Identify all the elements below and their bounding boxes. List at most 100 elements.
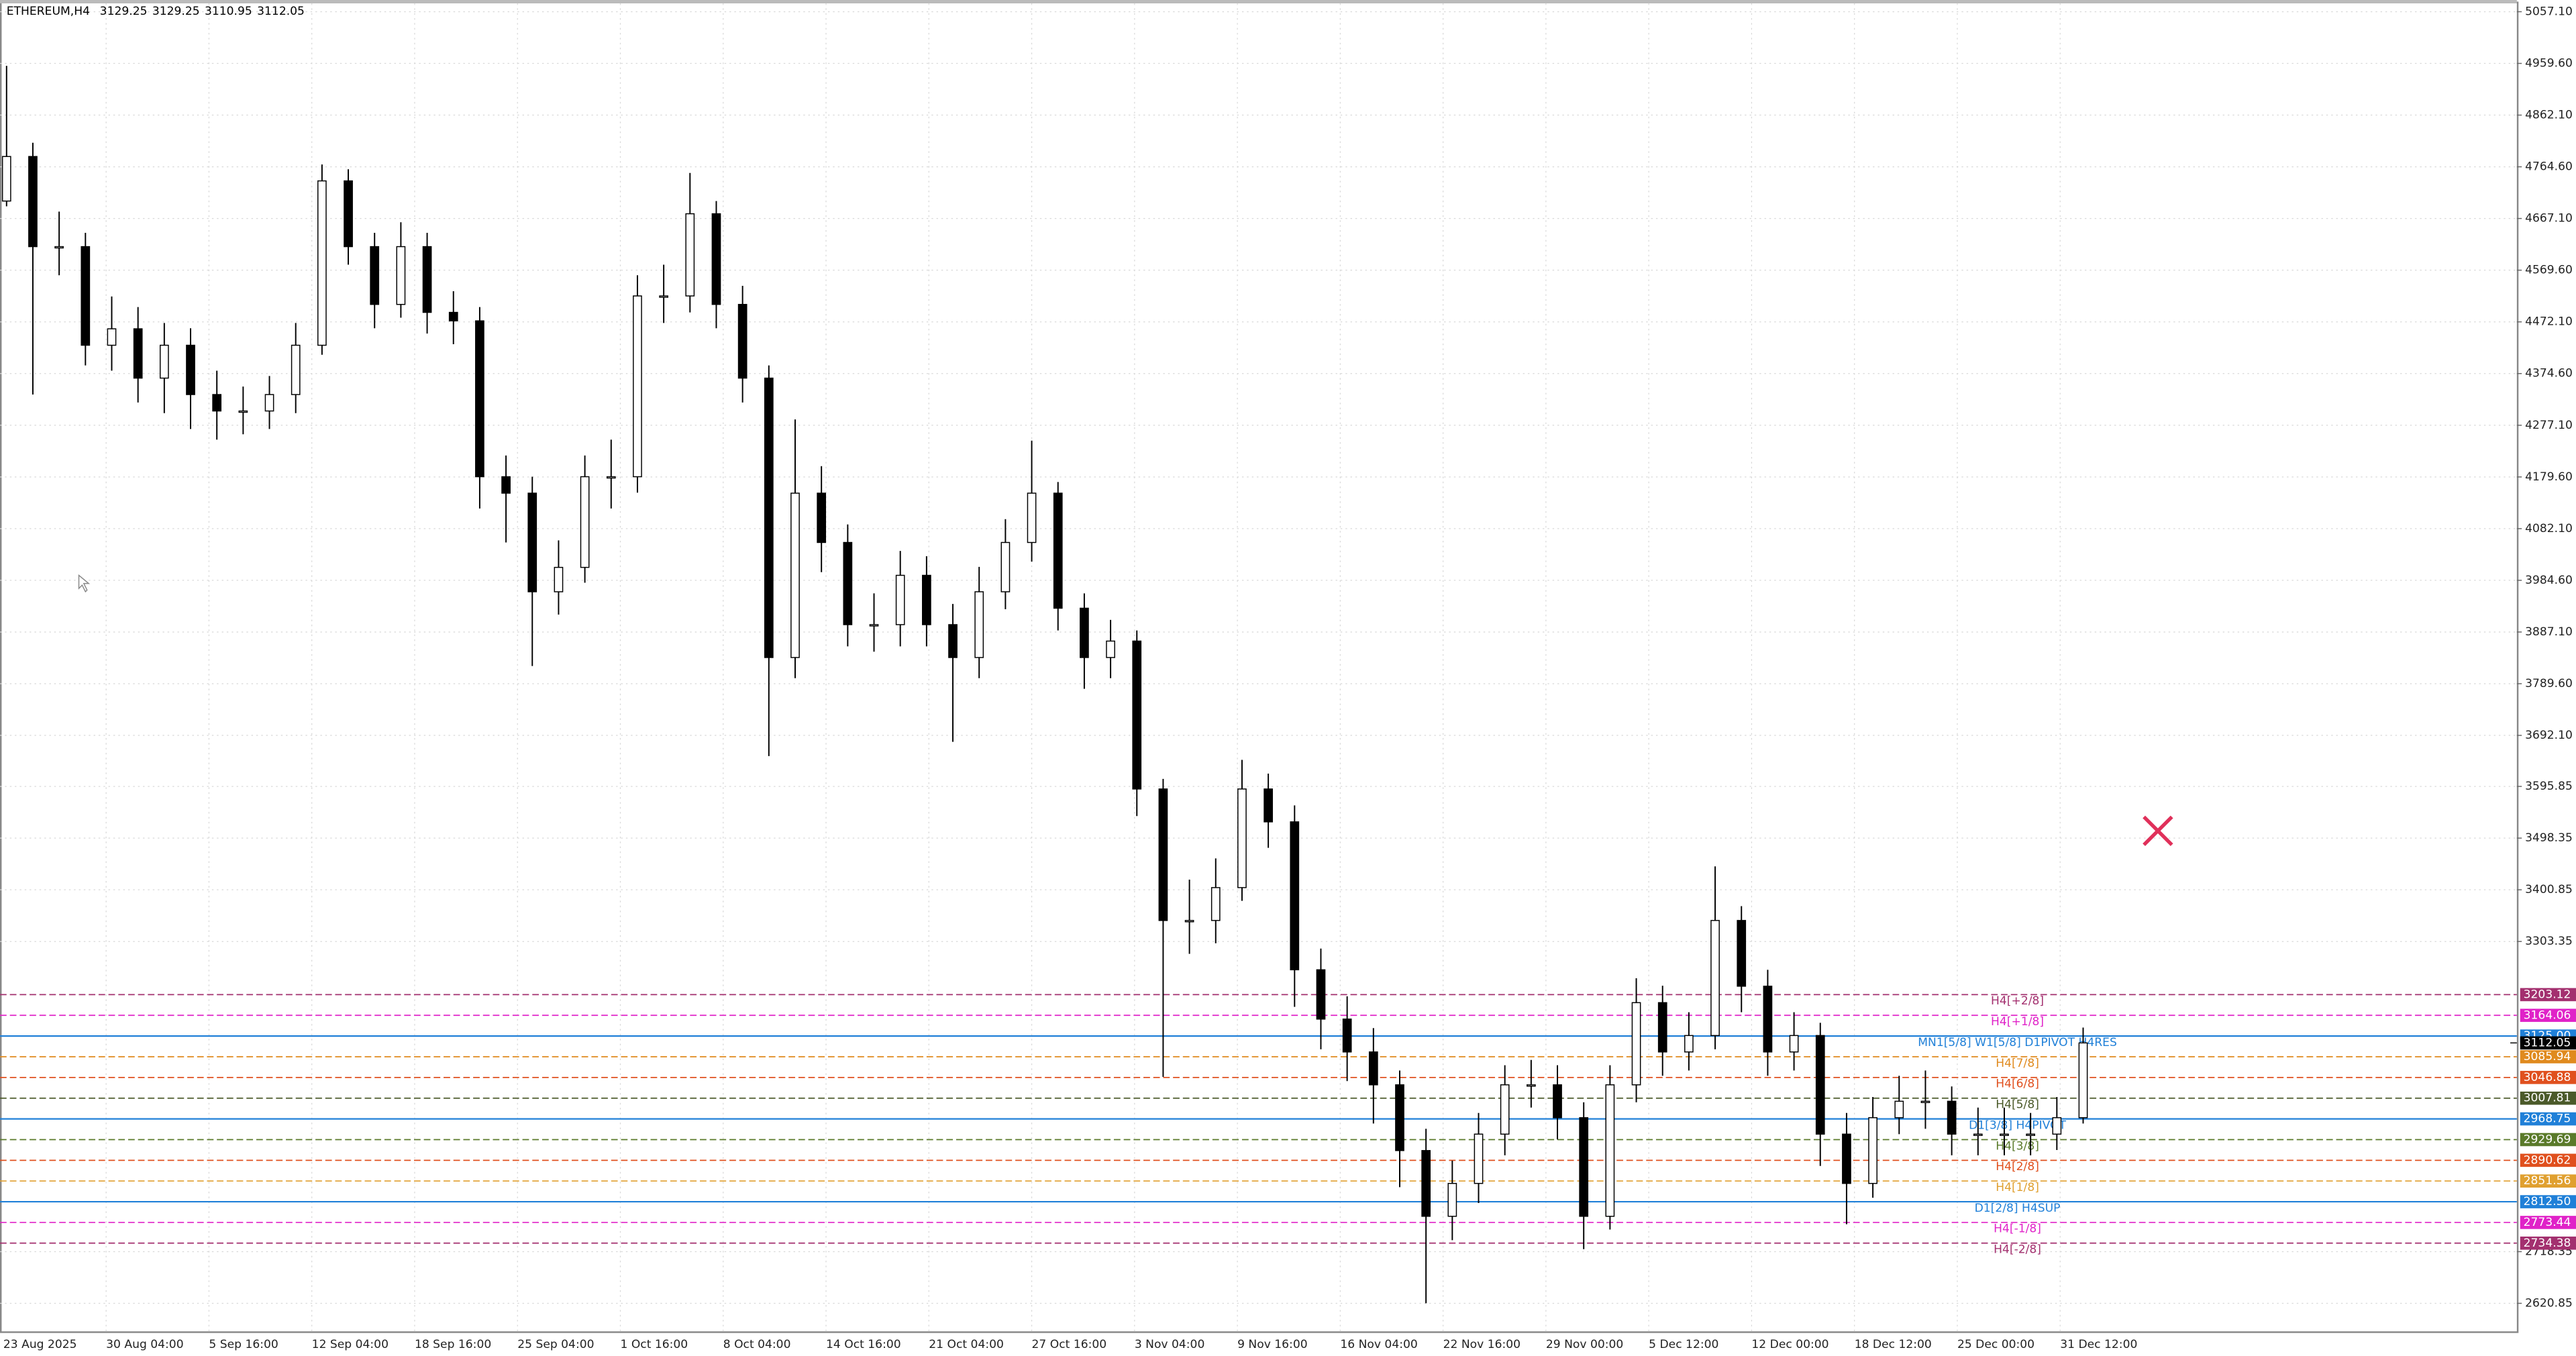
candle-body: [1737, 920, 1747, 987]
price-tag-label: 3164.06: [2524, 1008, 2571, 1022]
candle-body: [1920, 1100, 1930, 1104]
chart-header: ETHEREUM,H4 3129.25 3129.25 3110.95 3112.05: [7, 5, 305, 18]
candle-body: [1264, 788, 1273, 823]
price-tag: [2520, 1216, 2576, 1229]
candle-body: [159, 344, 169, 379]
close-icon[interactable]: [2143, 815, 2173, 847]
candle-body: [1526, 1084, 1536, 1087]
level-label: H4[+2/8]: [1991, 994, 2044, 1008]
candle-body: [737, 303, 748, 379]
price-tag-label: 2929.69: [2524, 1133, 2571, 1146]
candle-body: [396, 246, 406, 305]
y-tick-label: 2620.85: [2525, 1296, 2573, 1310]
candle-body: [1579, 1117, 1589, 1217]
candle-body: [1316, 969, 1326, 1020]
y-tick-label: 3595.85: [2525, 780, 2573, 793]
price-tag-label: 2851.56: [2524, 1174, 2571, 1188]
x-tick-label: 3 Nov 04:00: [1135, 1338, 1205, 1351]
candle-body: [1973, 1133, 1983, 1137]
y-tick-label: 3984.60: [2525, 574, 2573, 587]
level-label: D1[2/8] H4SUP: [1975, 1202, 2061, 1215]
y-tick-label: 4569.60: [2525, 264, 2573, 277]
x-tick-label: 12 Dec 00:00: [1751, 1338, 1828, 1351]
candle-body: [1, 156, 11, 202]
y-tick-label: 3789.60: [2525, 677, 2573, 690]
candle-body: [1342, 1019, 1352, 1053]
candle-body: [475, 320, 484, 478]
candle-body: [1894, 1100, 1904, 1118]
candle-body: [238, 410, 248, 413]
levels: H4[+2/8] H4[+1/8] MN1[5/8] W1[5/8] D1PIVOT…: [0, 994, 2517, 1257]
price-tag: [2520, 1071, 2576, 1084]
price-tag-label: 3007.81: [2524, 1092, 2571, 1105]
candle-body: [1368, 1051, 1378, 1086]
candle-body: [1290, 821, 1300, 971]
x-tick-label: 25 Sep 04:00: [517, 1338, 594, 1351]
candle-body: [1184, 920, 1194, 923]
candle-body: [1210, 887, 1221, 921]
candle-body: [1710, 920, 1720, 1037]
price-tag: [2520, 1174, 2576, 1188]
level-label: H4[5/8]: [1996, 1098, 2039, 1112]
candle-body: [2052, 1117, 2062, 1135]
x-tick-label: 27 Oct 16:00: [1032, 1338, 1107, 1351]
candle-body: [1657, 1002, 1667, 1053]
header-value: 3129.25: [100, 5, 148, 18]
y-tick-label: 4472.10: [2525, 315, 2573, 329]
y-tick-label: 4374.60: [2525, 367, 2573, 380]
candle-body: [2000, 1133, 2009, 1137]
candle-body: [1842, 1133, 1851, 1184]
candle-body: [843, 541, 853, 625]
x-tick-label: 16 Nov 04:00: [1340, 1338, 1417, 1351]
candle-body: [2026, 1133, 2036, 1137]
level-label: D1[3/8] H4PIVOT: [1969, 1118, 2066, 1132]
y-tick-label: 3498.35: [2525, 831, 2573, 845]
x-tick-label: 29 Nov 00:00: [1546, 1338, 1623, 1351]
level-label: H4[2/8]: [1996, 1160, 2039, 1174]
candle-body: [633, 295, 642, 478]
x-tick-label: 22 Nov 16:00: [1443, 1338, 1521, 1351]
candle-body: [895, 574, 905, 625]
candle-body: [1815, 1035, 1825, 1135]
candles: [1, 66, 2088, 1304]
candle-body: [1080, 607, 1089, 658]
candle-body: [606, 476, 616, 479]
price-tag-label: 2890.62: [2524, 1153, 2571, 1167]
x-tick-label: 1 Oct 16:00: [620, 1338, 688, 1351]
y-tick-label: 4082.10: [2525, 522, 2573, 535]
last-price-label: 3112.05: [2524, 1036, 2571, 1049]
price-tag: [2520, 1195, 2576, 1208]
price-tag-label: 2773.44: [2524, 1216, 2571, 1229]
level-label: H4[1/8]: [1996, 1181, 2039, 1194]
candle-body: [554, 566, 564, 592]
candle-body: [948, 624, 958, 658]
candle-body: [264, 394, 274, 412]
grid: 5057.10 4959.60 4862.10 4764.60 4667.10 4569.…: [0, 3, 2573, 1351]
y-tick-label: 4277.10: [2525, 419, 2573, 432]
candle-body: [448, 311, 458, 321]
candle-body: [1868, 1117, 1877, 1184]
y-tick-label: 3887.10: [2525, 625, 2573, 639]
x-tick-label: 18 Dec 12:00: [1855, 1338, 1932, 1351]
header-value: 3129.25: [152, 5, 200, 18]
price-tag: [2520, 1008, 2576, 1023]
price-tag: [2520, 1133, 2576, 1147]
candle-body: [422, 246, 432, 313]
y-tick-label: 5057.10: [2525, 5, 2573, 18]
candle-body: [501, 476, 511, 494]
x-tick-label: 25 Dec 00:00: [1957, 1338, 2034, 1351]
candle-body: [1132, 640, 1142, 790]
last-price-tag: [2520, 1036, 2576, 1050]
candle-body: [370, 246, 380, 305]
cursor: [78, 574, 91, 593]
y-tick-label: 4764.60: [2525, 160, 2573, 174]
candle-body: [1027, 492, 1037, 543]
candle-body: [1684, 1035, 1694, 1053]
candle-body: [1789, 1035, 1799, 1053]
candle-body: [2078, 1042, 2088, 1118]
candle-body: [344, 180, 353, 248]
candle-body: [1053, 492, 1063, 609]
price-tag-label: 3085.94: [2524, 1050, 2571, 1063]
